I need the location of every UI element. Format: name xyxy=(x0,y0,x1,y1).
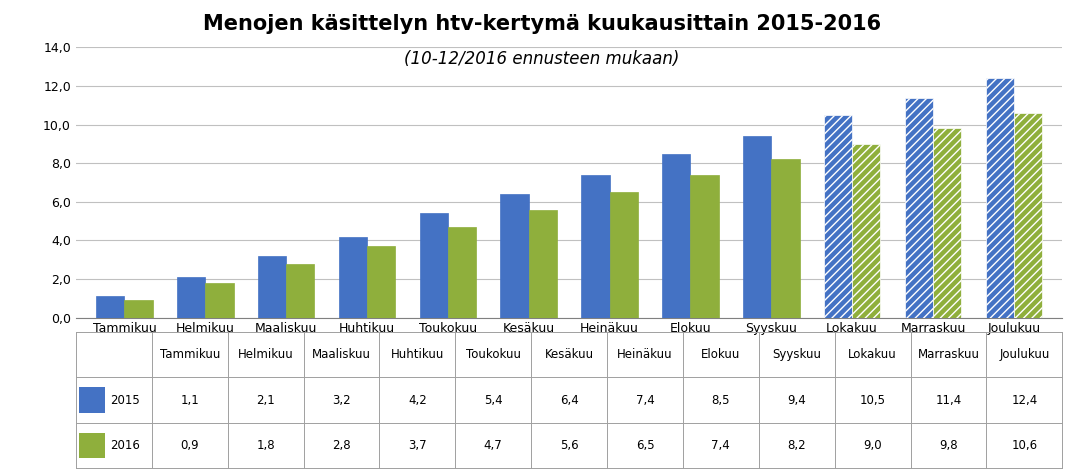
Bar xyxy=(985,78,1014,318)
Text: 2015: 2015 xyxy=(111,393,140,407)
Bar xyxy=(79,387,105,413)
Bar xyxy=(581,175,609,318)
Text: 7,4: 7,4 xyxy=(635,393,655,407)
Text: Elokuu: Elokuu xyxy=(701,348,740,361)
Bar xyxy=(852,144,880,318)
Text: 2016: 2016 xyxy=(111,439,140,452)
Text: 9,0: 9,0 xyxy=(863,439,882,452)
Text: 9,4: 9,4 xyxy=(787,393,806,407)
Text: Maaliskuu: Maaliskuu xyxy=(312,348,371,361)
Bar xyxy=(258,256,286,318)
Text: 6,5: 6,5 xyxy=(635,439,655,452)
Bar xyxy=(1014,113,1042,318)
Text: Tammikuu: Tammikuu xyxy=(159,348,220,361)
Text: 2,1: 2,1 xyxy=(256,393,275,407)
Text: 1,1: 1,1 xyxy=(180,393,199,407)
Text: 11,4: 11,4 xyxy=(935,393,962,407)
Bar xyxy=(286,264,314,318)
Text: 12,4: 12,4 xyxy=(1011,393,1037,407)
Text: 5,6: 5,6 xyxy=(559,439,579,452)
Text: Joulukuu: Joulukuu xyxy=(999,348,1049,361)
Text: Marraskuu: Marraskuu xyxy=(917,348,980,361)
Text: 1,8: 1,8 xyxy=(256,439,275,452)
Text: (10-12/2016 ennusteen mukaan): (10-12/2016 ennusteen mukaan) xyxy=(404,50,680,68)
Bar xyxy=(338,237,367,318)
Bar xyxy=(743,136,771,318)
Text: 8,5: 8,5 xyxy=(711,393,731,407)
Text: Heinäkuu: Heinäkuu xyxy=(617,348,673,361)
Bar xyxy=(125,300,153,318)
Text: 5,4: 5,4 xyxy=(483,393,503,407)
Text: Menojen käsittelyn htv-kertymä kuukausittain 2015-2016: Menojen käsittelyn htv-kertymä kuukausit… xyxy=(203,14,881,34)
Text: Syyskuu: Syyskuu xyxy=(772,348,822,361)
Text: Kesäkuu: Kesäkuu xyxy=(544,348,594,361)
Bar xyxy=(205,283,233,318)
Text: 4,7: 4,7 xyxy=(483,439,503,452)
Text: Huhtikuu: Huhtikuu xyxy=(390,348,444,361)
Bar xyxy=(96,296,125,318)
Text: Helmikuu: Helmikuu xyxy=(237,348,294,361)
Text: 10,6: 10,6 xyxy=(1011,439,1037,452)
Text: Lokakuu: Lokakuu xyxy=(849,348,896,361)
Bar xyxy=(79,433,105,458)
Bar xyxy=(824,115,852,318)
Text: 0,9: 0,9 xyxy=(180,439,199,452)
Bar xyxy=(501,194,529,318)
Text: 3,7: 3,7 xyxy=(408,439,427,452)
Text: 6,4: 6,4 xyxy=(559,393,579,407)
Bar xyxy=(367,246,396,318)
Text: 8,2: 8,2 xyxy=(787,439,806,452)
Bar xyxy=(177,277,205,318)
Text: 7,4: 7,4 xyxy=(711,439,731,452)
Bar xyxy=(691,175,719,318)
Bar xyxy=(662,154,691,318)
Text: 10,5: 10,5 xyxy=(860,393,886,407)
Text: 4,2: 4,2 xyxy=(408,393,427,407)
Bar xyxy=(905,98,933,318)
Text: Toukokuu: Toukokuu xyxy=(466,348,520,361)
Bar xyxy=(420,213,448,318)
Bar xyxy=(609,192,637,318)
Text: 9,8: 9,8 xyxy=(939,439,958,452)
Text: 3,2: 3,2 xyxy=(332,393,351,407)
Text: 2,8: 2,8 xyxy=(332,439,351,452)
Bar xyxy=(448,227,476,318)
Bar xyxy=(529,210,557,318)
Bar xyxy=(771,159,800,318)
Bar xyxy=(933,128,962,318)
